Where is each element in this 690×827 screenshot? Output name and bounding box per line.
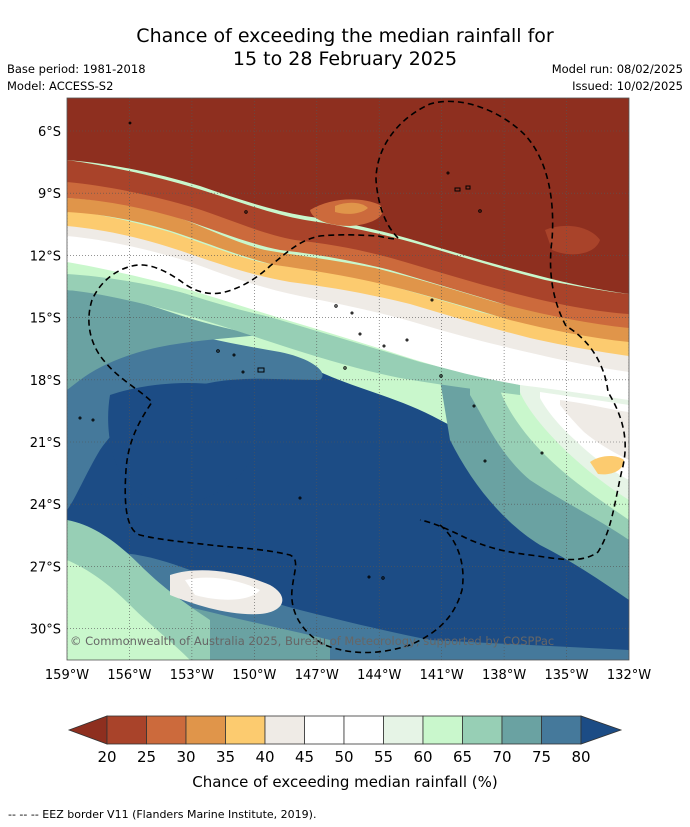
map-frame <box>66 97 630 661</box>
colorbar-tick-label: 60 <box>413 748 432 766</box>
colorbar-segment <box>541 715 582 745</box>
colorbar-tick-label: 30 <box>176 748 195 766</box>
lon-tick-label: 159°W <box>45 668 89 683</box>
colorbar-segment <box>462 715 503 745</box>
colorbar-tick-label: 45 <box>295 748 314 766</box>
colorbar-segment <box>422 715 463 745</box>
contour-35-patch-top <box>335 202 368 214</box>
contour-80-left <box>108 383 263 504</box>
lon-tick-label: 150°W <box>232 668 276 683</box>
contour-50-band <box>67 232 629 400</box>
lon-tick-label: 147°W <box>295 668 339 683</box>
colorbar-tick-label: 70 <box>492 748 511 766</box>
colorbar-tick-label: 65 <box>453 748 472 766</box>
lat-tick-label: 6°S <box>38 125 61 140</box>
colorbar-extend-high <box>580 715 623 745</box>
map-title-line1: Chance of exceeding the median rainfall … <box>136 25 554 47</box>
longitude-axis: 159°W 156°W 153°W 150°W 147°W 144°W 141°W 138°W… <box>45 668 651 683</box>
contour-20-band <box>67 98 629 294</box>
colorbar-tick-label: 40 <box>255 748 274 766</box>
contour-65-band <box>67 270 520 395</box>
colorbar-segment <box>264 715 305 745</box>
issued-text: Issued: 10/02/2025 <box>572 79 683 93</box>
colorbar-label: Chance of exceeding median rainfall (%) <box>192 773 497 791</box>
contour-25-patch-right <box>545 225 600 255</box>
colorbar-tick-label: 35 <box>216 748 235 766</box>
contour-60-lower-left <box>67 560 190 660</box>
lon-tick-label: 138°W <box>482 668 526 683</box>
islands <box>78 121 544 580</box>
colorbar-tick-label: 25 <box>137 748 156 766</box>
contour-35-band <box>67 198 629 342</box>
eez-legend-text: -- -- -- EEZ border V11 (Flanders Marine… <box>8 808 317 821</box>
model-text: Model: ACCESS-S2 <box>7 79 114 93</box>
lon-tick-label: 144°W <box>357 668 401 683</box>
colorbar-segment <box>106 715 147 745</box>
colorbar-segment <box>146 715 187 745</box>
contour-40-band <box>67 210 629 356</box>
colorbar-segment <box>225 715 266 745</box>
lon-tick-label: 156°W <box>107 668 151 683</box>
colorbar-segment <box>501 715 542 745</box>
lon-tick-label: 141°W <box>420 668 464 683</box>
contour-30-band <box>67 180 629 328</box>
lat-tick-label: 12°S <box>30 249 61 264</box>
map-title-line2: 15 to 28 February 2025 <box>232 48 458 70</box>
latitude-axis: 6°S 9°S 12°S 15°S 18°S 21°S 24°S 27°S 30°S <box>30 125 61 638</box>
lon-tick-label: 153°W <box>170 668 214 683</box>
graticule <box>67 98 629 660</box>
model-run-text: Model run: 08/02/2025 <box>551 62 683 76</box>
colorbar-segment <box>383 715 424 745</box>
contour-55-patch-lower <box>185 577 260 600</box>
eez-border-lower <box>88 234 464 654</box>
colorbar-segment <box>304 715 345 745</box>
base-period-text: Base period: 1981-2018 <box>7 62 146 76</box>
contour-45-right <box>560 400 629 460</box>
lat-tick-label: 30°S <box>30 623 61 638</box>
colorbar-tick-label: 50 <box>334 748 353 766</box>
lat-tick-label: 21°S <box>30 436 61 451</box>
lat-tick-label: 15°S <box>30 312 61 327</box>
contour-35-patch-right <box>590 456 624 475</box>
copyright-text: © Commonwealth of Australia 2025, Bureau… <box>70 634 554 648</box>
contour-25-band <box>67 160 629 314</box>
lat-tick-label: 27°S <box>30 560 61 575</box>
colorbar-tick-label: 80 <box>571 748 590 766</box>
colorbar-segment <box>185 715 226 745</box>
colorbar-tick-label: 75 <box>532 748 551 766</box>
colorbar-extend-low <box>67 715 108 745</box>
contour-70-left <box>67 290 260 390</box>
lat-tick-label: 24°S <box>30 498 61 513</box>
colorbar: 20 25 30 35 40 45 50 55 60 65 70 75 80 <box>67 715 623 766</box>
lon-tick-label: 132°W <box>607 668 651 683</box>
lat-tick-label: 9°S <box>38 187 61 202</box>
colorbar-tick-label: 20 <box>97 748 116 766</box>
colorbar-segment <box>343 715 384 745</box>
map-plot-area <box>67 98 629 660</box>
lon-tick-label: 135°W <box>544 668 588 683</box>
lat-tick-label: 18°S <box>30 374 61 389</box>
colorbar-tick-label: 55 <box>374 748 393 766</box>
